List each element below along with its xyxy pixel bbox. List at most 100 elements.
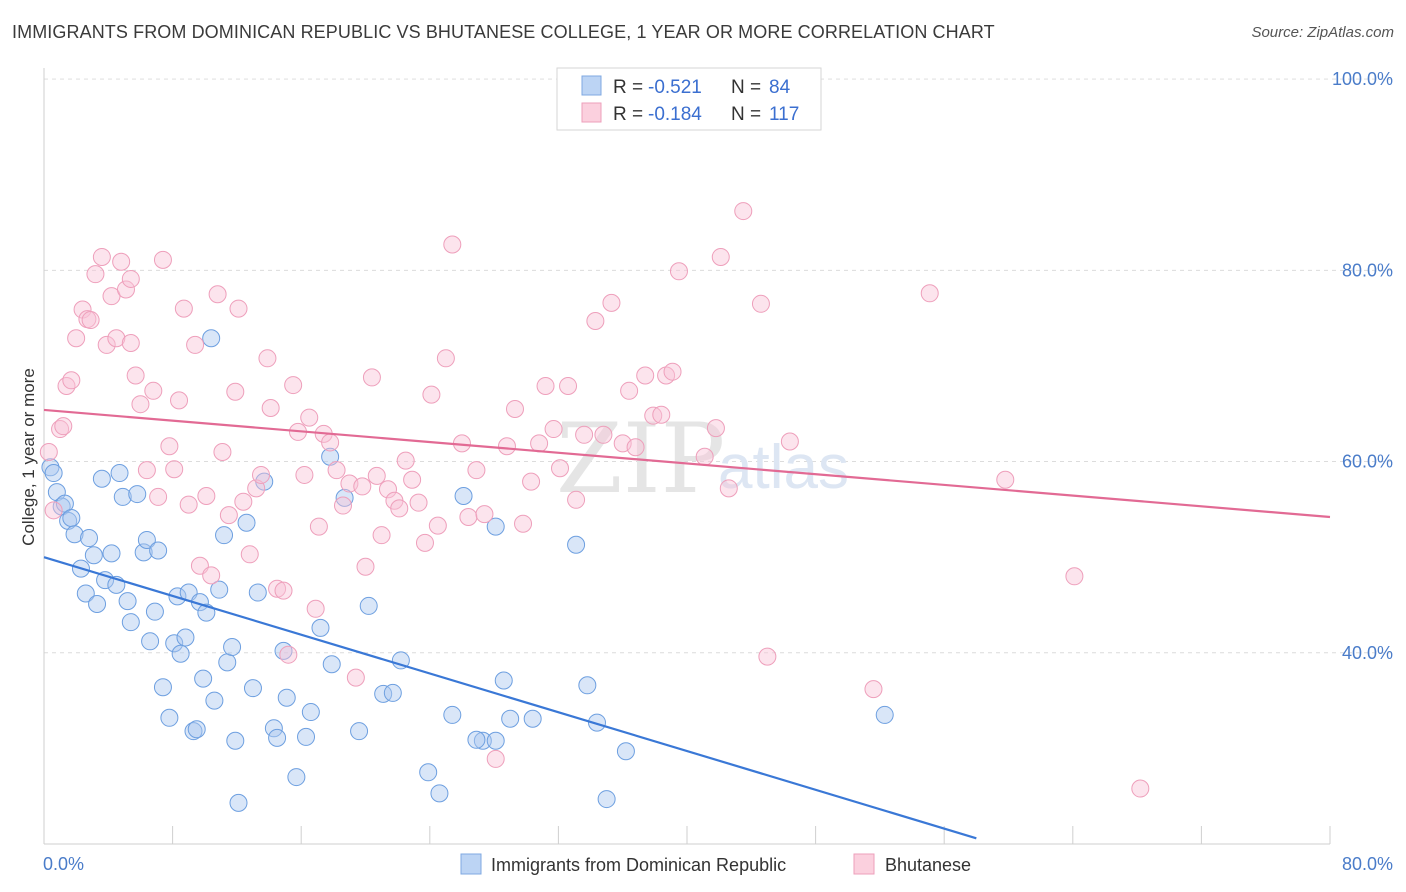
- data-point: [202, 329, 221, 348]
- data-point: [226, 382, 245, 401]
- data-point: [663, 362, 682, 381]
- legend-n-value-pink: 117: [769, 104, 799, 125]
- grid-lines: [44, 78, 1394, 654]
- data-point: [996, 470, 1015, 489]
- data-point: [383, 683, 402, 702]
- data-point: [268, 579, 287, 598]
- data-point: [107, 329, 126, 348]
- data-point: [719, 479, 738, 498]
- data-point: [391, 651, 410, 670]
- trend-line-bhutanese: [43, 408, 1331, 519]
- y-tick-label-40: 40.0%: [1342, 643, 1393, 663]
- data-point: [920, 284, 939, 303]
- data-point: [575, 425, 594, 444]
- data-point: [409, 493, 428, 512]
- data-point: [208, 285, 227, 304]
- series-legend: Immigrants from Dominican Republic Bhuta…: [460, 853, 971, 875]
- data-point: [268, 728, 287, 747]
- data-point: [567, 535, 586, 554]
- bottom-legend-label-blue: Immigrants from Dominican Republic: [491, 855, 786, 875]
- data-point: [430, 784, 449, 803]
- data-point: [248, 583, 267, 602]
- y-tick-label-80: 80.0%: [1342, 260, 1393, 280]
- data-point: [567, 490, 586, 509]
- data-point: [559, 377, 578, 396]
- trend-line-dominican-republic: [43, 556, 977, 840]
- data-point: [419, 763, 438, 782]
- data-point: [160, 437, 179, 456]
- data-point: [321, 433, 340, 452]
- data-point: [362, 368, 381, 387]
- data-point: [229, 299, 248, 318]
- data-point: [223, 638, 242, 657]
- y-tick-label-100: 100.0%: [1332, 69, 1393, 89]
- data-point: [780, 432, 799, 451]
- data-point: [243, 679, 262, 698]
- data-point: [486, 731, 505, 750]
- legend-r-label-blue: R =: [613, 77, 643, 98]
- data-point: [486, 749, 505, 768]
- data-point: [523, 709, 542, 728]
- data-point: [578, 676, 597, 695]
- legend-swatch-pink: [581, 102, 602, 123]
- data-point: [229, 793, 248, 812]
- data-point: [141, 632, 160, 651]
- data-point: [237, 513, 256, 532]
- legend-n-label-pink: N =: [731, 104, 761, 125]
- data-point: [587, 713, 606, 732]
- data-point: [44, 464, 63, 483]
- data-point: [131, 395, 150, 414]
- data-point: [170, 391, 189, 410]
- data-point: [261, 399, 280, 418]
- data-point: [149, 487, 168, 506]
- data-point: [86, 265, 105, 284]
- data-point: [1131, 779, 1150, 798]
- data-point: [165, 634, 184, 653]
- legend-n-value-blue: 84: [769, 77, 791, 98]
- data-point: [118, 592, 137, 611]
- data-point: [215, 526, 234, 545]
- data-point: [436, 349, 455, 368]
- data-point: [751, 294, 770, 313]
- data-point: [443, 705, 462, 724]
- data-point: [287, 768, 306, 787]
- data-point: [186, 335, 205, 354]
- data-point: [210, 580, 229, 599]
- data-point: [443, 235, 462, 254]
- data-point: [126, 366, 145, 385]
- data-point: [219, 506, 238, 525]
- data-point: [174, 299, 193, 318]
- correlation-legend: R = -0.521 N = 84 R = -0.184 N = 117: [556, 67, 822, 131]
- data-point: [586, 312, 605, 331]
- data-point: [145, 602, 164, 621]
- data-point: [41, 458, 60, 477]
- data-point: [234, 492, 253, 511]
- data-point: [65, 525, 84, 544]
- data-point: [396, 451, 415, 470]
- y-tick-label-60: 60.0%: [1342, 452, 1393, 472]
- data-point: [277, 688, 296, 707]
- data-point: [467, 730, 486, 749]
- data-point: [652, 405, 671, 424]
- data-point: [322, 655, 341, 674]
- data-point: [102, 544, 121, 563]
- data-point: [116, 280, 135, 299]
- data-point: [602, 293, 621, 312]
- data-point: [279, 645, 298, 664]
- legend-r-label-pink: R =: [613, 104, 643, 125]
- data-point: [137, 530, 156, 549]
- data-point: [356, 557, 375, 576]
- data-point: [297, 727, 316, 746]
- data-point: [626, 438, 645, 457]
- data-point: [121, 334, 140, 353]
- x-tick-label-max: 80.0%: [1342, 854, 1393, 874]
- data-point: [202, 566, 221, 585]
- series-bhutanese-points: [39, 202, 1150, 798]
- data-point: [218, 653, 237, 672]
- data-point: [112, 252, 131, 271]
- data-point: [467, 461, 486, 480]
- data-point: [226, 731, 245, 750]
- data-point: [113, 487, 132, 506]
- bottom-legend-swatch-pink: [853, 853, 875, 875]
